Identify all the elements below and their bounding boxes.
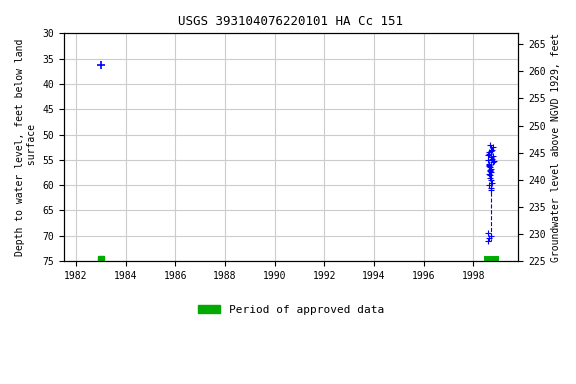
Title: USGS 393104076220101 HA Cc 151: USGS 393104076220101 HA Cc 151 xyxy=(179,15,403,28)
Legend: Period of approved data: Period of approved data xyxy=(193,300,388,319)
Y-axis label: Groundwater level above NGVD 1929, feet: Groundwater level above NGVD 1929, feet xyxy=(551,33,561,262)
Y-axis label: Depth to water level, feet below land
 surface: Depth to water level, feet below land su… xyxy=(15,38,37,256)
